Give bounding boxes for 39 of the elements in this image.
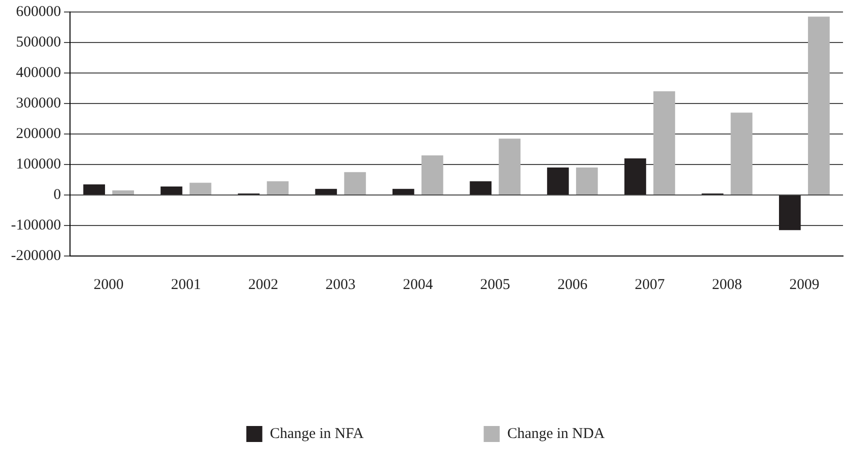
bar (112, 190, 134, 194)
x-tick-label: 2006 (557, 276, 588, 293)
y-tick-label: 100000 (16, 156, 61, 172)
bar (266, 181, 289, 194)
y-tick-label: 0 (53, 186, 61, 203)
x-tick-label: 2001 (170, 276, 201, 293)
legend-label: Change in NFA (270, 426, 364, 442)
bar (344, 172, 366, 194)
y-tick-label: -200000 (10, 248, 61, 264)
y-tick-label: 500000 (16, 34, 61, 50)
x-tick-label: 2007 (634, 276, 666, 293)
bar (160, 186, 182, 194)
bar (547, 168, 569, 194)
x-tick-label: 2000 (94, 276, 124, 293)
bar (498, 138, 521, 194)
y-tick-label: 200000 (16, 126, 61, 142)
bar (83, 184, 106, 194)
bar (730, 112, 752, 194)
x-tick-label: 2004 (402, 276, 434, 293)
bar (315, 188, 337, 194)
legend-label: Change in NDA (507, 426, 605, 442)
bar (808, 16, 830, 194)
bar (653, 91, 676, 194)
y-tick-label: 400000 (16, 64, 61, 81)
bar (392, 188, 414, 194)
bar (778, 196, 801, 230)
x-tick-label: 2008 (712, 276, 742, 293)
bar (470, 181, 492, 194)
x-tick-label: 2003 (326, 276, 356, 293)
bar (190, 182, 212, 194)
bar (624, 158, 646, 194)
bar (576, 168, 598, 194)
y-tick-label: -100000 (10, 217, 61, 234)
bar (421, 155, 444, 194)
x-tick-label: 2009 (789, 276, 820, 293)
x-tick-label: 2005 (480, 276, 510, 293)
x-tick-label: 2002 (248, 276, 278, 293)
y-tick-label: 600000 (16, 4, 61, 20)
y-tick-label: 300000 (16, 95, 61, 112)
